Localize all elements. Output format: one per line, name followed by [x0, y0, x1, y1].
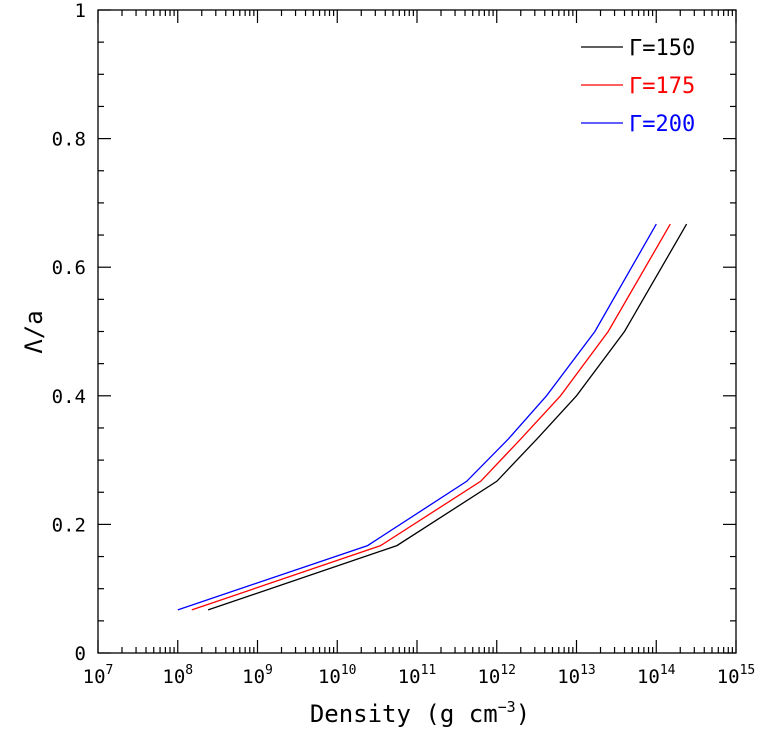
x-tick-label-base: 10	[717, 666, 740, 688]
x-tick-label: 108	[162, 663, 193, 688]
x-tick-label-exponent: 11	[421, 663, 437, 678]
plot-frame	[97, 9, 737, 654]
y-tick-label: 0.2	[52, 514, 86, 536]
x-tick-label-base: 10	[242, 666, 265, 688]
y-tick-label: 1	[75, 0, 86, 22]
series-lines	[177, 223, 688, 611]
x-tick-label: 1012	[477, 663, 516, 688]
x-tick-labels: 107 108 109 1010 1011 1012 1013 1014 1015	[83, 663, 756, 688]
x-tick-label-exponent: 9	[265, 663, 273, 678]
x-axis-title-main: Density (g cm	[310, 700, 498, 728]
x-tick-label-exponent: 15	[740, 663, 756, 678]
x-tick-label-base: 10	[557, 666, 580, 688]
x-tick-label: 1011	[398, 663, 437, 688]
x-tick-label: 1015	[717, 663, 756, 688]
legend-label-2: Γ=200	[629, 112, 695, 137]
x-tick-label: 107	[83, 663, 114, 688]
x-tick-label-base: 10	[162, 666, 185, 688]
x-tick-label: 109	[242, 663, 273, 688]
y-tick-label: 0	[75, 643, 86, 665]
legend: Γ=150 Γ=175 Γ=200	[581, 36, 695, 137]
x-tick-label-exponent: 8	[185, 663, 193, 678]
x-tick-label-exponent: 12	[500, 663, 516, 678]
legend-label-1: Γ=175	[629, 74, 695, 99]
series-line-0	[207, 223, 688, 611]
x-tick-label-base: 10	[398, 666, 421, 688]
y-tick-label: 0.4	[52, 386, 86, 408]
y-tick-label: 0.8	[52, 129, 86, 151]
legend-label-0: Γ=150	[629, 36, 695, 61]
x-tick-label-exponent: 13	[580, 663, 596, 678]
x-tick-label-exponent: 14	[660, 663, 676, 678]
y-tick-labels: 0 0.2 0.4 0.6 0.8 1	[52, 0, 86, 665]
x-tick-label-base: 10	[477, 666, 500, 688]
series-line-1	[191, 223, 671, 611]
x-axis-title-close: )	[516, 700, 530, 728]
x-axis-title-exponent: −3	[498, 698, 516, 716]
x-tick-label-exponent: 10	[341, 663, 357, 678]
x-tick-label-base: 10	[318, 666, 341, 688]
x-tick-label: 1014	[637, 663, 676, 688]
x-axis-title: Density (g cm−3)	[310, 698, 530, 728]
x-tick-label: 1013	[557, 663, 596, 688]
x-tick-label-exponent: 7	[106, 663, 114, 678]
series-line-2	[177, 223, 657, 611]
y-tick-label: 0.6	[52, 257, 86, 279]
x-tick-label-base: 10	[83, 666, 106, 688]
major-ticks	[97, 9, 737, 654]
minor-ticks	[98, 10, 736, 653]
x-tick-label: 1010	[318, 663, 357, 688]
y-axis-title: Λ/a	[20, 310, 48, 353]
x-tick-label-base: 10	[637, 666, 660, 688]
